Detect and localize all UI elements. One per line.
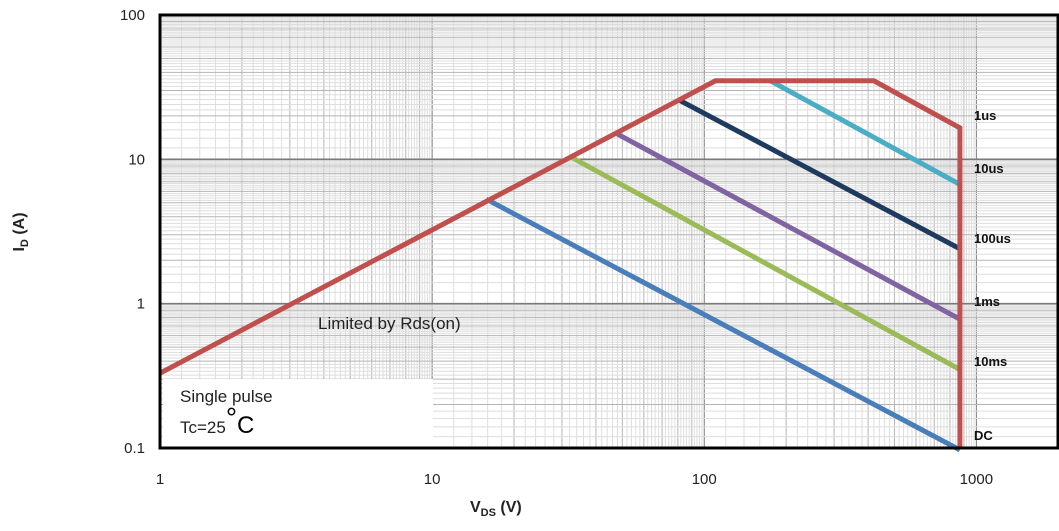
x-tick-label: 100 (692, 471, 717, 488)
conditions-temp: Tc=25 (180, 418, 226, 437)
degree-symbol: ° (226, 402, 237, 433)
series-label-10ms: 10ms (974, 354, 1007, 369)
y-tick-label: 100 (120, 7, 145, 24)
x-tick-label: 1 (156, 471, 164, 488)
series-line-10us (769, 78, 962, 187)
series-label-1ms: 1ms (974, 294, 1000, 309)
series-label-dc: DC (974, 428, 993, 443)
conditions-box: Single pulse Tc=25°C (163, 379, 433, 447)
series (158, 78, 963, 453)
y-axis-title: ID (A) (11, 212, 31, 251)
x-tick-label: 1000 (960, 471, 993, 488)
series-labels: 1us 10us 100us 1ms 10ms DC (974, 108, 1011, 443)
grid (159, 15, 1058, 449)
y-tick-label: 1 (137, 296, 145, 313)
rds-limit-label: Limited by Rds(on) (318, 314, 461, 333)
series-line-1ms (613, 130, 962, 322)
y-tick-label: 0.1 (124, 440, 145, 457)
conditions-line2: Tc=25°C (180, 402, 254, 439)
ticks: 1 10 100 1000 100 10 1 0.1 (120, 7, 993, 488)
x-axis-title: VDS (V) (470, 499, 522, 519)
y-tick-label: 10 (128, 151, 145, 168)
series-line-10ms (568, 154, 962, 372)
series-label-1us: 1us (974, 108, 996, 123)
series-line-1us (158, 78, 963, 448)
conditions-unit: C (237, 412, 254, 439)
series-label-10us: 10us (974, 161, 1004, 176)
series-label-100us: 100us (974, 231, 1011, 246)
conditions-line1: Single pulse (180, 387, 273, 406)
x-tick-label: 10 (424, 471, 441, 488)
plot-frame (158, 13, 1059, 450)
series-line-dc (485, 196, 962, 453)
series-line-100us (676, 97, 962, 252)
